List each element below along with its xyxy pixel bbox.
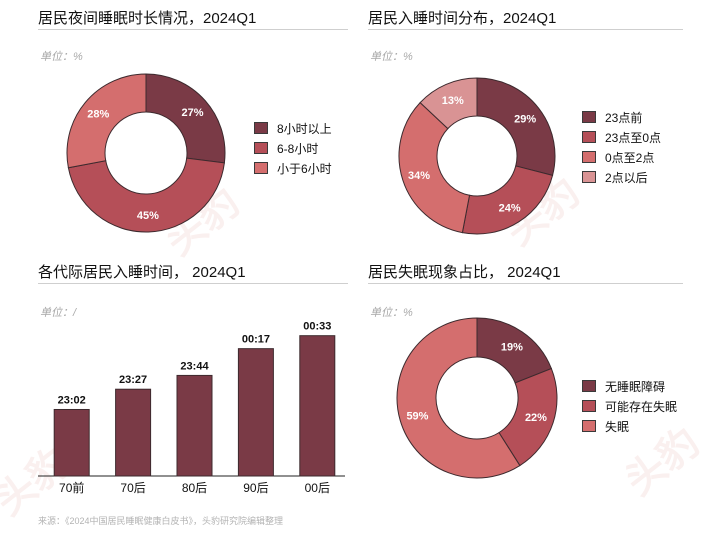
source-note: 来源：《2024中国居民睡眠健康白皮书》，头豹研究院编辑整理 — [38, 516, 284, 526]
unit-label: 单位：% — [370, 307, 413, 319]
donut-slice-insomnia-2 — [396, 317, 521, 479]
panel-divider — [368, 29, 683, 30]
legend-item: 8小时以上 — [254, 118, 332, 138]
panel-divider — [368, 283, 683, 284]
slice-value-label: 28% — [87, 108, 109, 120]
legend-swatch — [582, 420, 596, 432]
x-tick-label: 00后 — [305, 481, 330, 495]
unit-label: 单位：/ — [40, 307, 77, 319]
legend-label: 6-8小时 — [277, 141, 319, 156]
bar-value-label: 23:27 — [119, 374, 147, 386]
donut-slice-sleep_time_dist-1 — [461, 165, 554, 235]
legend-item: 小于6小时 — [254, 158, 332, 178]
legend-swatch — [582, 400, 596, 412]
legend-item: 可能存在失眠 — [582, 396, 677, 416]
slice-value-label: 27% — [181, 107, 203, 119]
panel-title-sleep-time-distribution: 居民入睡时间分布，2024Q1 — [368, 10, 557, 27]
panel-title-sleep-duration: 居民夜间睡眠时长情况，2024Q1 — [38, 10, 257, 27]
donut-slice-sleep_duration-2 — [66, 73, 147, 169]
donut-slice-sleep_time_dist-3 — [419, 77, 478, 130]
slice-value-label: 34% — [408, 170, 430, 182]
legend-swatch — [582, 380, 596, 392]
unit-label: 单位：% — [40, 51, 83, 63]
legend-label: 小于6小时 — [277, 161, 332, 176]
bar-0 — [53, 408, 90, 477]
donut-slice-sleep_duration-0 — [145, 73, 226, 164]
donut-slice-sleep_time_dist-0 — [476, 77, 556, 177]
legend-label: 23点前 — [605, 110, 643, 125]
legend-swatch — [582, 111, 596, 123]
legend-label: 0点至2点 — [605, 150, 655, 165]
legend-label: 2点以后 — [605, 170, 648, 185]
bar-value-label: 23:02 — [58, 394, 86, 406]
legend-item: 6-8小时 — [254, 138, 332, 158]
legend-sleep-duration: 8小时以上 6-8小时小于6小时 — [254, 118, 332, 178]
legend-swatch — [582, 151, 596, 163]
slice-value-label: 29% — [514, 114, 536, 126]
bar-4 — [299, 335, 336, 477]
legend-item: 23点前 — [582, 107, 661, 127]
slice-value-label: 22% — [525, 412, 547, 424]
x-tick-label: 80后 — [182, 481, 207, 495]
legend-swatch — [254, 122, 268, 134]
legend-item: 0点至2点 — [582, 147, 661, 167]
legend-swatch — [582, 131, 596, 143]
bar-value-label: 00:17 — [242, 334, 270, 346]
x-tick-label: 70后 — [120, 481, 145, 495]
donut-slice-sleep_duration-1 — [67, 157, 225, 233]
legend-item: 2点以后 — [582, 167, 661, 187]
legend-swatch — [254, 142, 268, 154]
legend-swatch — [254, 162, 268, 174]
bar-3 — [237, 348, 274, 477]
slice-value-label: 45% — [137, 210, 159, 222]
legend-label: 23点至0点 — [605, 130, 662, 145]
panel-divider — [38, 29, 348, 30]
legend-swatch — [582, 171, 596, 183]
panel-title-generation-sleep-time: 各代际居民入睡时间， 2024Q1 — [38, 264, 246, 281]
legend-label: 可能存在失眠 — [605, 399, 678, 414]
panel-divider — [38, 283, 348, 284]
x-tick-label: 90后 — [243, 481, 268, 495]
slice-value-label: 24% — [499, 203, 521, 215]
bar-1 — [115, 388, 152, 477]
slice-value-label: 59% — [406, 410, 428, 422]
legend-item: 无睡眠障碍 — [582, 376, 677, 396]
unit-label: 单位：% — [370, 51, 413, 63]
legend-insomnia: 无睡眠障碍可能存在失眠 失眠 — [582, 376, 677, 436]
bar-2 — [176, 374, 213, 477]
slice-value-label: 13% — [442, 95, 464, 107]
legend-label: 8小时以上 — [277, 121, 332, 136]
bar-value-label: 00:33 — [303, 321, 331, 333]
legend-sleep-time-distribution: 23点前 23点至0点 0点至2点 2点以后 — [582, 107, 661, 187]
donut-slice-sleep_time_dist-2 — [398, 101, 471, 234]
slice-value-label: 19% — [501, 342, 523, 354]
x-tick-label: 70前 — [59, 480, 84, 495]
panel-title-insomnia: 居民失眠现象占比， 2024Q1 — [368, 264, 561, 281]
legend-item: 失眠 — [582, 416, 677, 436]
bar-value-label: 23:44 — [180, 360, 209, 372]
legend-label: 失眠 — [605, 419, 630, 434]
legend-item: 23点至0点 — [582, 127, 661, 147]
legend-label: 无睡眠障碍 — [605, 379, 666, 394]
